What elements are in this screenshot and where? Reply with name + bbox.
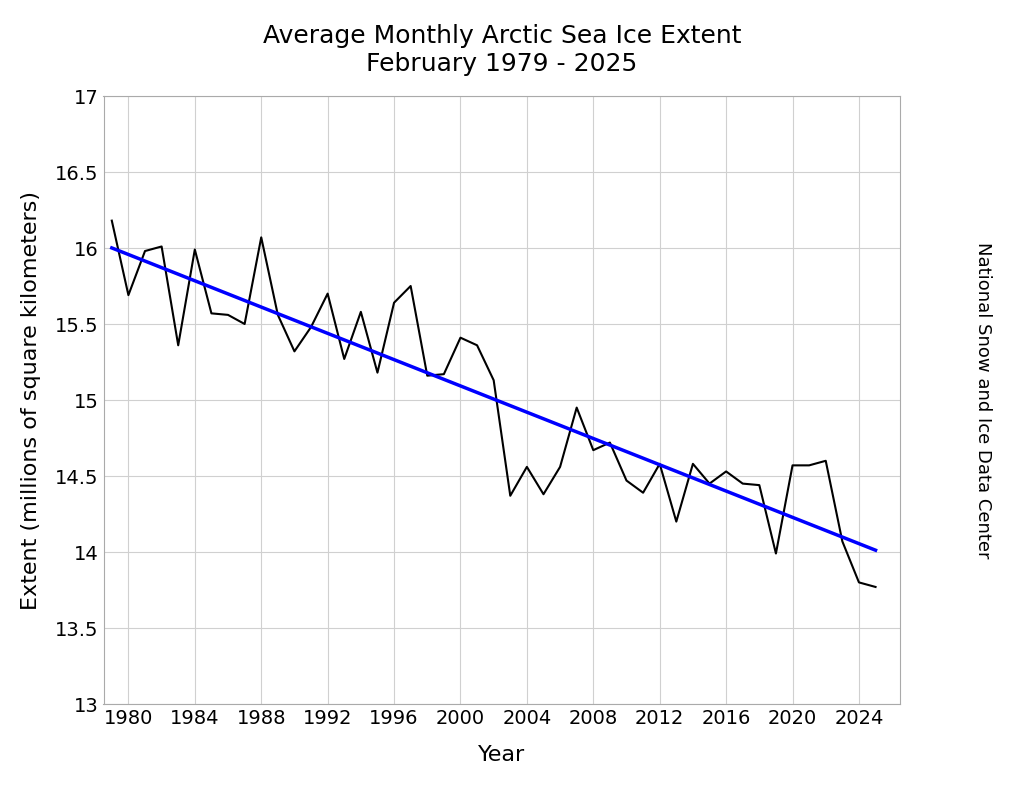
Y-axis label: Extent (millions of square kilometers): Extent (millions of square kilometers) [21, 190, 41, 610]
X-axis label: Year: Year [478, 745, 526, 765]
Text: National Snow and Ice Data Center: National Snow and Ice Data Center [974, 242, 993, 558]
Title: Average Monthly Arctic Sea Ice Extent
February 1979 - 2025: Average Monthly Arctic Sea Ice Extent Fe… [263, 24, 741, 76]
